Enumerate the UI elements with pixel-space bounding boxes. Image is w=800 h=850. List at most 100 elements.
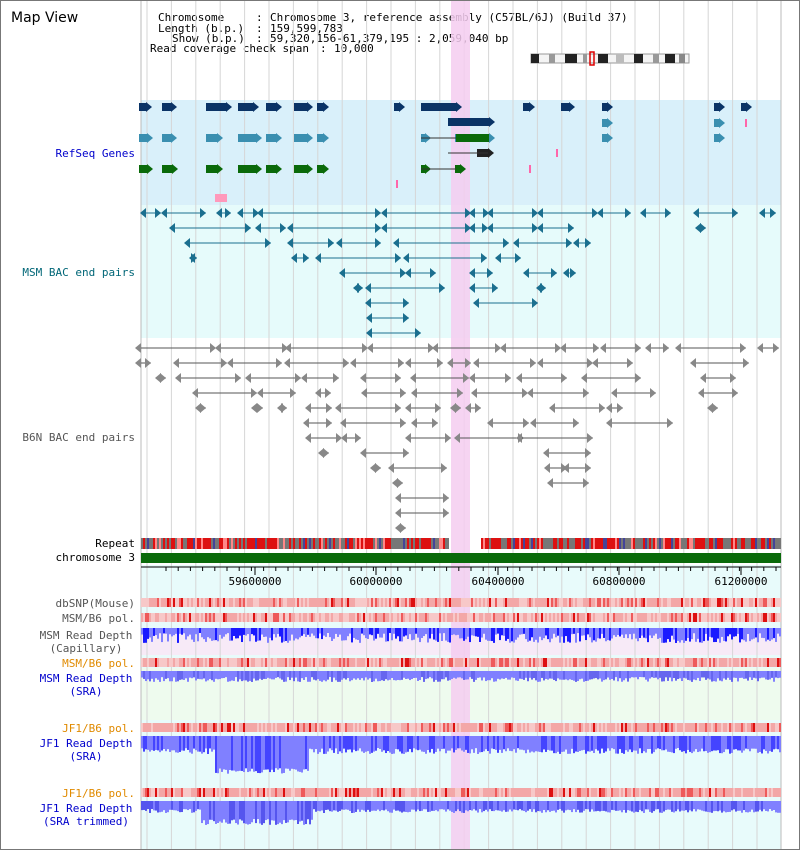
b6n-bac-end — [398, 358, 404, 368]
jf1-b6-pol-heat-cell — [581, 723, 583, 732]
msm-b6-pol-sra-heat-cell — [561, 658, 563, 667]
b6n-bac-end — [606, 403, 612, 413]
msm-sra-depth-bar — [239, 671, 241, 680]
jf1-b6-pol-heat-cell — [215, 723, 217, 732]
msm-b6-pol-heat-cell — [209, 613, 211, 622]
jf1-trim-depth-bar — [523, 801, 525, 811]
repeat-segment — [775, 538, 777, 549]
dbsnp-heat-cell — [757, 598, 759, 607]
jf1-trim-depth-bar — [655, 801, 657, 810]
jf1-b6-pol-heat-cell — [591, 723, 593, 732]
b6n-bac-end — [410, 373, 416, 383]
jf1-b6-pol-heat-cell — [469, 723, 471, 732]
msm-bac-end — [540, 283, 546, 293]
jf1-trim-depth-bar — [217, 801, 219, 823]
msm-cap-depth-bar — [675, 628, 677, 643]
jf1-depth-bar — [701, 736, 703, 749]
jf1-depth-bar — [229, 736, 231, 771]
msm-sra-depth-bar — [719, 671, 721, 681]
msm-cap-depth-bar — [365, 628, 367, 639]
jf1-b6-pol-trim-heat-cell — [353, 788, 355, 797]
msm-sra-depth-bar — [567, 671, 569, 681]
repeat-segment — [295, 538, 297, 549]
dbsnp-heat-cell — [153, 598, 155, 607]
jf1-trim-depth-bar — [261, 801, 263, 825]
msm-b6-pol-heat-cell — [381, 613, 383, 622]
b6n-bac-end — [227, 358, 233, 368]
repeat-segment — [327, 538, 329, 549]
msm-sra-depth-bar — [469, 671, 471, 678]
dbsnp-heat-cell — [599, 598, 601, 607]
msm-cap-depth-bar — [605, 628, 607, 642]
jf1-b6-pol-trim-heat-cell — [247, 788, 249, 797]
msm-b6-pol-heat-cell — [701, 613, 703, 622]
jf1-b6-pol-trim-heat-cell — [609, 788, 611, 797]
msm-b6-pol-sra-heat-cell — [725, 658, 727, 667]
repeat-segment — [283, 538, 285, 549]
msm-cap-depth-bar — [703, 628, 705, 642]
msm-b6-pol-sra-heat-cell — [685, 658, 687, 667]
msm-b6-pol-sra-heat-cell — [177, 658, 179, 667]
msm-b6-pol-heat-cell — [233, 613, 235, 622]
jf1-b6-pol-trim-heat-cell — [753, 788, 755, 797]
jf1-b6-pol-heat-cell — [399, 723, 401, 732]
jf1-b6-pol-trim-heat-cell — [633, 788, 635, 797]
jf1-depth-bar — [583, 736, 585, 750]
msm-sra-depth-bar — [229, 671, 231, 682]
dbsnp-heat-cell — [445, 598, 447, 607]
msm-cap-depth-bar — [679, 628, 681, 643]
dbsnp-heat-cell — [701, 598, 703, 607]
repeat-segment — [333, 538, 335, 549]
msm-b6-pol-sra-heat-cell — [229, 658, 231, 667]
msm-bac-end — [381, 208, 387, 218]
msm-cap-depth-bar — [609, 628, 611, 641]
msm-cap-depth-bar — [245, 628, 247, 636]
msm-b6-pol-sra-heat-cell — [613, 658, 615, 667]
msm-cap-depth-bar — [497, 628, 499, 634]
msm-cap-depth-bar — [357, 628, 359, 640]
msm-sra-depth-bar — [337, 671, 339, 682]
jf1-trim-depth-bar — [147, 801, 149, 810]
jf1-b6-pol-heat-cell — [679, 723, 681, 732]
jf1-trim-depth-bar — [627, 801, 629, 811]
msm-sra-depth-bar — [297, 671, 299, 682]
msm-b6-pol-sra-heat-cell — [517, 658, 519, 667]
msm-b6-pol-heat-cell — [475, 613, 477, 622]
jf1-b6-pol-trim-heat-cell — [773, 788, 775, 797]
jf1-trim-depth-bar — [699, 801, 701, 810]
repeat-segment — [635, 538, 637, 549]
dbsnp-heat-cell — [201, 598, 203, 607]
repeat-segment — [585, 538, 587, 549]
msm-b6-pol-sra-heat-cell — [659, 658, 661, 667]
jf1-b6-pol-trim-heat-cell — [203, 788, 205, 797]
jf1-b6-pol-trim-heat-cell — [311, 788, 313, 797]
gene-exon — [456, 134, 489, 142]
jf1-trim-depth-bar — [385, 801, 387, 810]
dbsnp-heat-cell — [249, 598, 251, 607]
jf1-b6-pol-heat-cell — [603, 723, 605, 732]
jf1-b6-pol-trim-heat-cell — [535, 788, 537, 797]
jf1-b6-pol-trim-heat-cell — [243, 788, 245, 797]
jf1-b6-pol-heat-cell — [317, 723, 319, 732]
msm-b6-pol-heat-cell — [261, 613, 263, 622]
jf1-b6-pol-heat-cell — [607, 723, 609, 732]
msm-cap-depth-bar — [195, 628, 197, 635]
msm-b6-pol-sra-heat-cell — [751, 658, 753, 667]
jf1-b6-pol-trim-heat-cell — [701, 788, 703, 797]
msm-b6-pol-heat-cell — [419, 613, 421, 622]
msm-sra-depth-bar — [467, 671, 469, 680]
jf1-b6-pol-trim-heat-cell — [771, 788, 773, 797]
msm-cap-depth-bar — [255, 628, 257, 642]
msm-sra-depth-bar — [333, 671, 335, 678]
msm-b6-pol-heat-cell — [335, 613, 337, 622]
jf1-b6-pol-trim-heat-cell — [283, 788, 285, 797]
jf1-b6-pol-heat-cell — [597, 723, 599, 732]
msm-b6-pol-heat-cell — [495, 613, 497, 622]
msm-cap-depth-bar — [627, 628, 629, 639]
repeat-segment — [367, 538, 369, 549]
msm-b6-pol-heat-cell — [551, 613, 553, 622]
msm-sra-depth-bar — [325, 671, 327, 682]
msm-bac-end — [570, 268, 576, 278]
repeat-segment — [513, 538, 515, 549]
